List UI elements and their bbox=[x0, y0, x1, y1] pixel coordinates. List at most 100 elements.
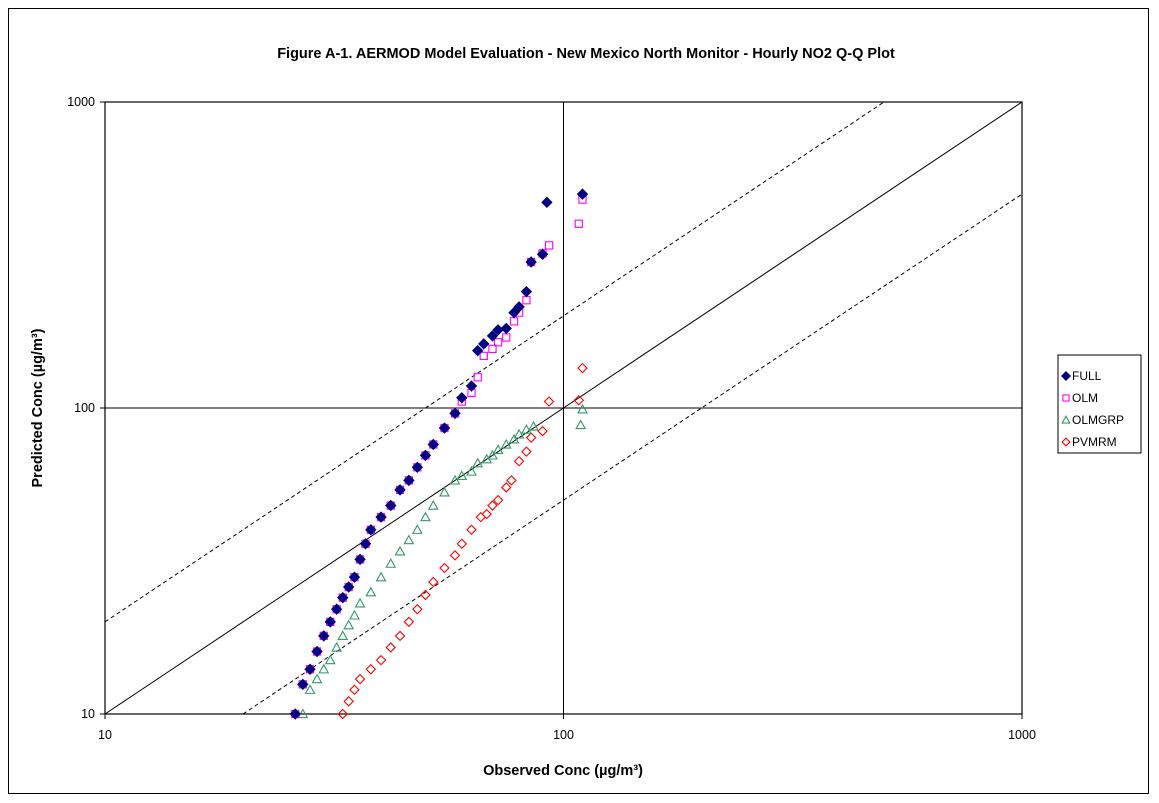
data-point-pvmrm bbox=[513, 455, 525, 467]
x-axis-label: Observed Conc (µg/m³) bbox=[483, 763, 643, 779]
qq-chart: Figure A-1. AERMOD Model Evaluation - Ne… bbox=[30, 46, 1142, 779]
data-point-olmgrp bbox=[385, 558, 397, 568]
data-point-olmgrp bbox=[528, 420, 539, 431]
data-point-pvmrm bbox=[543, 396, 555, 407]
data-point-full bbox=[419, 449, 432, 462]
data-point-olm bbox=[473, 373, 482, 382]
data-point-full bbox=[541, 196, 553, 209]
data-point-olmgrp bbox=[365, 586, 377, 597]
data-point-olmgrp bbox=[492, 444, 504, 454]
data-point-pvmrm bbox=[525, 432, 537, 443]
data-point-pvmrm bbox=[337, 708, 349, 720]
data-point-full bbox=[449, 407, 461, 420]
y-axis-ticks: 10 100 1000 bbox=[67, 95, 105, 721]
data-point-full bbox=[348, 571, 361, 583]
series-olmgrp bbox=[297, 403, 588, 719]
data-point-olmgrp bbox=[472, 457, 484, 468]
data-point-full bbox=[342, 581, 355, 593]
data-point-olmgrp bbox=[500, 438, 512, 449]
data-point-full bbox=[508, 306, 520, 319]
data-point-olmgrp bbox=[427, 499, 439, 510]
y-axis-label: Predicted Conc (µg/m³) bbox=[30, 328, 46, 487]
data-point-olmgrp bbox=[487, 449, 498, 460]
data-point-olmgrp bbox=[343, 619, 355, 630]
data-point-olmgrp bbox=[520, 423, 532, 434]
data-point-full bbox=[438, 422, 451, 434]
data-point-full bbox=[359, 538, 372, 550]
data-point-full bbox=[456, 392, 468, 404]
x-tick-label: 10 bbox=[98, 728, 112, 742]
data-point-pvmrm bbox=[481, 508, 492, 520]
data-point-full bbox=[500, 322, 512, 335]
data-point-pvmrm bbox=[456, 538, 468, 550]
data-point-full bbox=[576, 188, 589, 200]
data-point-pvmrm bbox=[375, 654, 387, 666]
legend-label-olm: OLM bbox=[1072, 391, 1098, 405]
chart-frame: Figure A-1. AERMOD Model Evaluation - Ne… bbox=[8, 8, 1149, 794]
data-point-full bbox=[394, 484, 406, 496]
x-axis-ticks: 10 100 1000 bbox=[98, 714, 1036, 742]
data-point-olmgrp bbox=[411, 524, 423, 534]
data-point-full bbox=[513, 301, 525, 313]
data-point-full bbox=[486, 330, 499, 342]
data-point-full bbox=[472, 344, 484, 357]
x-tick-label: 100 bbox=[553, 728, 574, 742]
data-point-pvmrm bbox=[521, 446, 532, 457]
data-point-olmgrp bbox=[456, 470, 468, 481]
data-point-pvmrm bbox=[487, 500, 498, 511]
data-point-olm bbox=[479, 351, 488, 361]
legend: FULL OLM OLMGRP PVMRM bbox=[1057, 354, 1142, 454]
data-point-olmgrp bbox=[508, 433, 520, 444]
data-point-pvmrm bbox=[428, 576, 439, 588]
data-point-pvmrm bbox=[439, 562, 450, 574]
y-tick-label: 100 bbox=[74, 401, 95, 415]
reference-line-1-1 bbox=[104, 101, 1023, 715]
data-point-olmgrp bbox=[324, 654, 336, 665]
data-point-pvmrm bbox=[537, 425, 548, 437]
data-point-full bbox=[297, 678, 309, 691]
data-point-olmgrp bbox=[331, 641, 343, 652]
data-point-pvmrm bbox=[412, 603, 423, 615]
reference-lines bbox=[104, 101, 1023, 715]
series-pvmrm bbox=[337, 362, 588, 720]
legend-box bbox=[1057, 354, 1142, 454]
reference-line-factor-of-2-over bbox=[104, 101, 885, 623]
data-point-full bbox=[411, 461, 424, 474]
data-point-full bbox=[318, 630, 330, 642]
data-point-full bbox=[427, 438, 439, 451]
data-point-olmgrp bbox=[575, 419, 587, 430]
data-point-olmgrp bbox=[311, 673, 323, 684]
data-point-pvmrm bbox=[420, 589, 431, 601]
legend-marker-full bbox=[1061, 371, 1071, 381]
data-point-olmgrp bbox=[439, 486, 450, 497]
data-point-full bbox=[403, 474, 415, 487]
data-point-full bbox=[365, 524, 377, 536]
data-point-olmgrp bbox=[375, 571, 387, 582]
data-point-pvmrm bbox=[365, 664, 377, 675]
legend-items: FULL OLM OLMGRP PVMRM bbox=[1061, 369, 1124, 449]
data-point-pvmrm bbox=[449, 550, 461, 561]
data-point-full bbox=[478, 338, 490, 350]
legend-marker-olmgrp bbox=[1061, 415, 1071, 424]
legend-label-pvmrm: PVMRM bbox=[1072, 435, 1117, 449]
data-point-olmgrp bbox=[577, 403, 588, 414]
data-point-full bbox=[354, 553, 366, 566]
legend-label-olmgrp: OLMGRP bbox=[1072, 413, 1124, 427]
data-point-pvmrm bbox=[343, 696, 354, 707]
legend-marker-pvmrm bbox=[1061, 437, 1071, 447]
data-point-full bbox=[330, 603, 343, 615]
data-point-full bbox=[465, 380, 478, 392]
data-point-olm bbox=[574, 219, 583, 228]
data-point-pvmrm bbox=[466, 524, 477, 536]
data-point-olmgrp bbox=[403, 534, 415, 545]
reference-line-factor-of-2-under bbox=[242, 193, 1023, 715]
legend-label-full: FULL bbox=[1072, 369, 1102, 383]
data-point-olmgrp bbox=[349, 609, 360, 620]
data-point-full bbox=[311, 645, 323, 658]
y-tick-label: 1000 bbox=[67, 95, 95, 109]
data-point-pvmrm bbox=[506, 475, 517, 486]
data-point-olmgrp bbox=[354, 597, 366, 608]
data-point-full bbox=[536, 248, 549, 260]
data-point-pvmrm bbox=[349, 684, 360, 696]
data-point-full bbox=[304, 663, 316, 675]
